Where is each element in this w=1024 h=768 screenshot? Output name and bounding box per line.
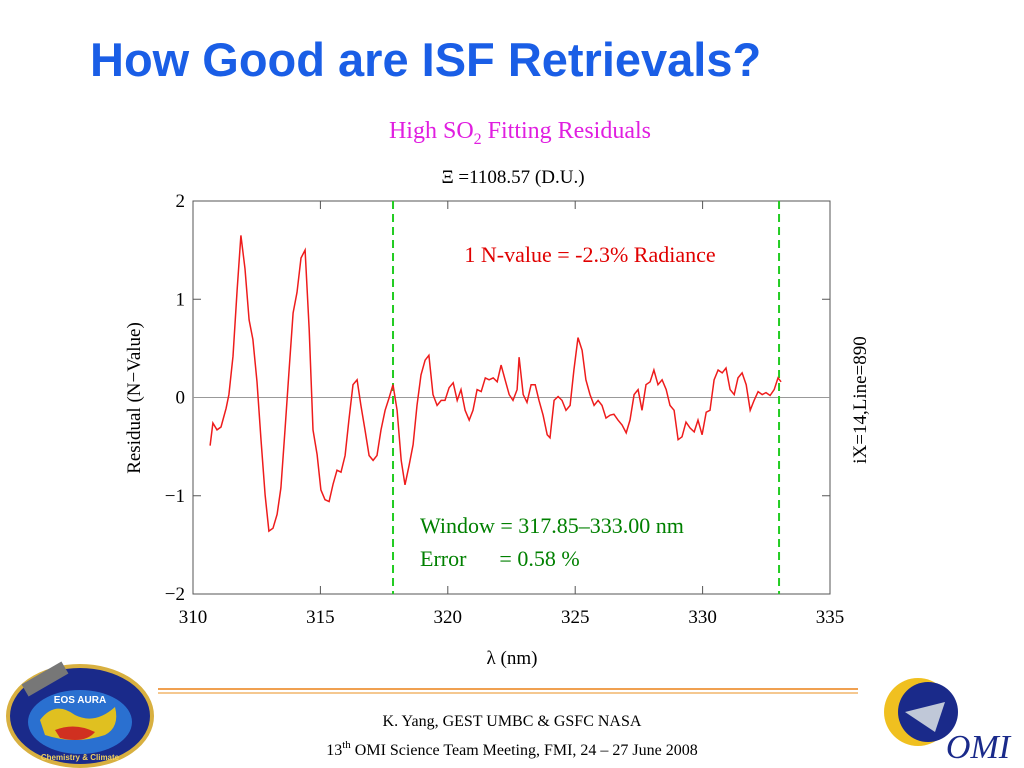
chart-title-part: High SO: [389, 118, 474, 144]
y-tick-label: −2: [165, 584, 185, 605]
chart-title-sub: 2: [474, 131, 482, 148]
logo-text: EOS AURA: [54, 695, 106, 706]
y-tick-label: 0: [176, 388, 186, 409]
annotation: Window = 317.85–333.00 nm: [420, 513, 684, 538]
x-tick-label: 315: [306, 607, 335, 628]
plot: 310 315 320 325 330 335 −2 −1 0 1 2 1 N-value = -2.…: [165, 191, 844, 628]
omi-logo: OMI: [884, 678, 1012, 766]
x-tick-label: 320: [434, 607, 463, 628]
chart-title-part: Fitting Residuals: [482, 118, 651, 144]
logo-text: Chemistry & Climate: [41, 753, 120, 762]
footer-line: 13th OMI Science Team Meeting, FMI, 24 –…: [326, 739, 698, 759]
x-tick-label: 335: [816, 607, 845, 628]
logo-text: OMI: [946, 729, 1012, 766]
x-tick-label: 330: [688, 607, 717, 628]
chart-subtitle: Ξ =1108.57 (D.U.): [441, 167, 584, 188]
slide-title: How Good are ISF Retrievals?: [90, 33, 761, 86]
x-tick-label: 310: [179, 607, 208, 628]
annotation: Error = 0.58 %: [420, 546, 580, 571]
y-axis-label: Residual (N−Value): [124, 322, 145, 474]
x-tick-label: 325: [561, 607, 590, 628]
footer-sup: th: [342, 739, 351, 751]
footer-line: K. Yang, GEST UMBC & GSFC NASA: [383, 713, 642, 730]
footer-part: 13: [326, 742, 342, 759]
y-tick-label: −1: [165, 486, 185, 507]
side-label: iX=14,Line=890: [850, 336, 871, 464]
eos-aura-logo: EOS AURA Chemistry & Climate: [6, 661, 154, 768]
annotation: 1 N-value = -2.3% Radiance: [464, 242, 715, 267]
y-tick-label: 1: [176, 289, 186, 310]
chart-title: High SO2 Fitting Residuals: [389, 118, 651, 148]
x-axis-label: λ (nm): [487, 648, 538, 669]
footer-part: OMI Science Team Meeting, FMI, 24 – 27 J…: [351, 742, 698, 759]
residual-line: [209, 235, 782, 533]
y-tick-label: 2: [176, 191, 186, 212]
